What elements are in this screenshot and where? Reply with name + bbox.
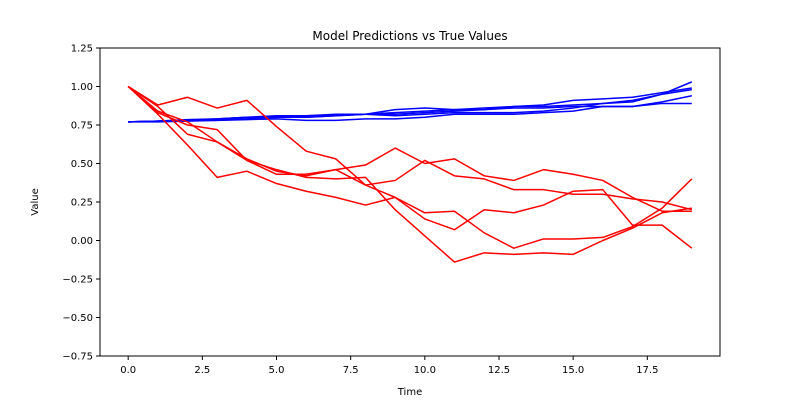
y-tick-label: −0.75 [62,352,93,363]
blue-series-line-3 [128,88,692,122]
y-tick-label: −0.50 [62,313,93,324]
x-tick-label: 7.5 [343,365,359,376]
y-axis-label: Value [30,188,41,215]
y-tick-label: 0.00 [71,236,93,247]
x-tick-label: 2.5 [194,365,210,376]
series-layer [128,82,692,262]
y-tick-label: 1.25 [71,44,93,55]
y-axis-ticks: −0.75 −0.50 −0.25 0.00 0.25 0.50 0.75 1.00 1.25 [62,44,100,363]
x-tick-label: 5.0 [269,365,285,376]
x-tick-label: 0.0 [120,365,136,376]
red-series-line-7 [128,87,692,249]
y-tick-label: 0.50 [71,159,93,170]
blue-series-line-2 [128,82,692,122]
y-tick-label: −0.25 [62,275,93,286]
red-series-line-9 [128,87,692,212]
red-series-line-6 [128,87,692,210]
x-axis-label: Time [397,387,422,398]
axes-frame [100,48,720,356]
x-tick-label: 10.0 [414,365,436,376]
y-tick-label: 1.00 [71,82,93,93]
y-tick-label: 0.75 [71,121,93,132]
x-tick-label: 17.5 [636,365,658,376]
chart-title: Model Predictions vs True Values [312,29,507,43]
y-tick-label: 0.25 [71,198,93,209]
x-tick-label: 15.0 [562,365,584,376]
x-tick-label: 12.5 [488,365,510,376]
red-series-line-5 [128,87,692,249]
x-axis-ticks: 0.0 2.5 5.0 7.5 10.0 12.5 15.0 17.5 [120,356,658,376]
